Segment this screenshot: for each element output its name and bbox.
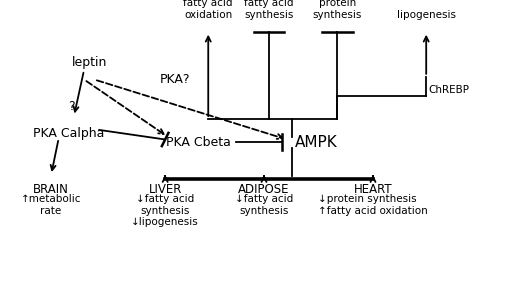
Text: protein
synthesis: protein synthesis <box>313 0 362 20</box>
Text: ↓fatty acid
synthesis
↓lipogenesis: ↓fatty acid synthesis ↓lipogenesis <box>131 194 199 227</box>
Text: ↓protein synthesis
↑fatty acid oxidation: ↓protein synthesis ↑fatty acid oxidation <box>318 194 428 216</box>
Text: leptin: leptin <box>71 56 107 69</box>
Text: fatty acid
synthesis: fatty acid synthesis <box>244 0 294 20</box>
Text: ↑metabolic
rate: ↑metabolic rate <box>21 194 81 216</box>
Text: ↓fatty acid
synthesis: ↓fatty acid synthesis <box>235 194 293 216</box>
Text: AMPK: AMPK <box>295 135 337 150</box>
Text: LIVER: LIVER <box>148 183 182 196</box>
Text: BRAIN: BRAIN <box>33 183 69 196</box>
Text: PKA?: PKA? <box>160 73 191 86</box>
Text: ADIPOSE: ADIPOSE <box>238 183 290 196</box>
Text: ?: ? <box>68 100 74 113</box>
Text: fatty acid
oxidation: fatty acid oxidation <box>184 0 233 20</box>
Text: HEART: HEART <box>354 183 392 196</box>
Text: lipogenesis: lipogenesis <box>397 9 456 20</box>
Text: PKA Cbeta: PKA Cbeta <box>166 136 231 149</box>
Text: ChREBP: ChREBP <box>429 86 470 95</box>
Text: PKA Calpha: PKA Calpha <box>33 127 105 140</box>
